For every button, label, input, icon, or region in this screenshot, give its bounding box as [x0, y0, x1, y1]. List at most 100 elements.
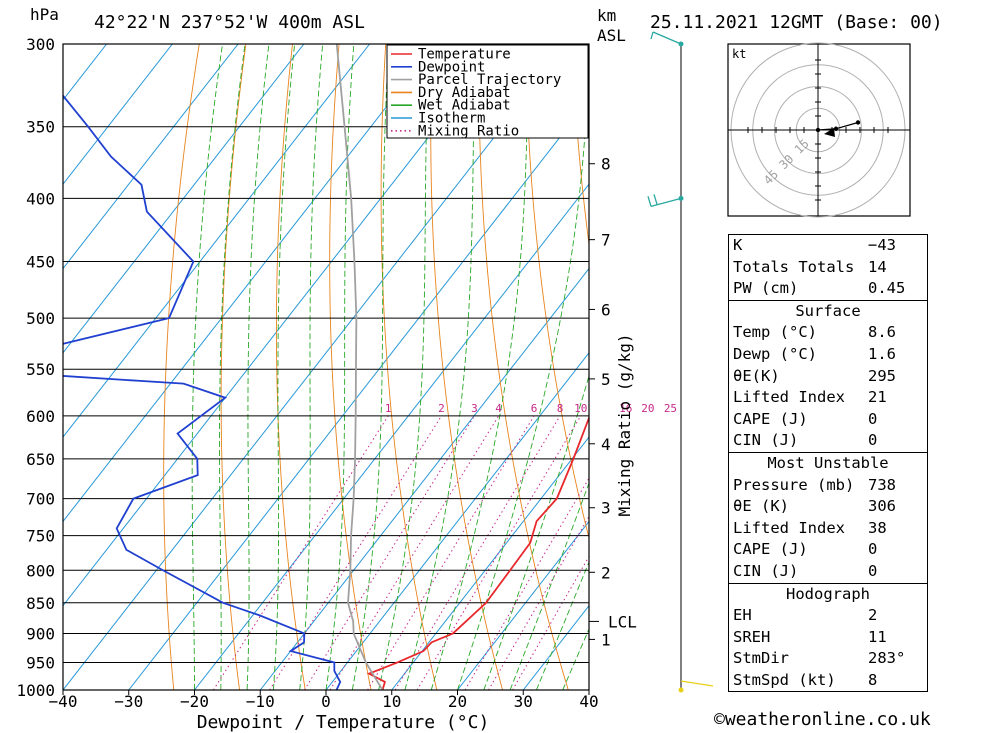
km-tick-label: 4 — [601, 435, 611, 454]
dewpoint-series — [63, 94, 342, 690]
legend-label: Temperature — [418, 47, 511, 63]
legend-label: Dewpoint — [418, 59, 485, 75]
row-label: Dewp (°C) — [733, 344, 817, 363]
mixing-ratio-label: 25 — [664, 402, 677, 415]
row-value: 21 — [868, 388, 887, 407]
hodograph-point — [855, 120, 861, 125]
mixing-ratio-line — [303, 415, 475, 690]
table-row: StmSpd (kt) 8 — [729, 670, 927, 692]
row-value: 306 — [868, 497, 896, 516]
table-row: θE(K) 295 — [729, 366, 927, 388]
row-label: θE (K) — [733, 497, 789, 516]
pressure-tick-label: 450 — [26, 253, 55, 272]
pressure-tick-label: 900 — [26, 624, 55, 643]
row-label: CIN (J) — [733, 431, 799, 450]
row-label: PW (cm) — [733, 279, 799, 298]
hodograph-section: Hodograph EH 2 SREH 11 StmDir 283° StmSpd (kt)… — [729, 582, 927, 692]
pressure-tick-label: 700 — [26, 490, 55, 509]
hodograph-title: Hodograph — [786, 584, 870, 603]
mixing-ratio-label: 8 — [557, 402, 564, 415]
row-label: CAPE (J) — [733, 540, 808, 559]
x-tick-label: −40 — [49, 692, 78, 711]
legend-label: Mixing Ratio — [418, 123, 519, 139]
table-row: StmDir 283° — [729, 648, 927, 670]
dry-adiabat-line — [163, 44, 200, 690]
row-label: CAPE (J) — [733, 409, 808, 428]
mixing-ratio-line — [512, 555, 589, 690]
wind-barb-dot — [678, 687, 684, 693]
mixing-ratio-axis-label: Mixing Ratio (g/kg) — [615, 333, 634, 516]
mixing-ratio-label: 1 — [385, 402, 392, 415]
copyright-footer[interactable]: ©weatheronline.co.uk — [714, 709, 931, 730]
row-value: 0 — [868, 431, 878, 450]
isotherm-line — [391, 436, 589, 690]
dry-adiabat-line — [945, 44, 1000, 690]
legend-label: Parcel Trajectory — [418, 72, 561, 88]
isotherm-line — [259, 267, 589, 690]
x-tick-label: −30 — [114, 692, 143, 711]
isotherm-line — [63, 44, 305, 354]
isotherm-line — [63, 44, 173, 186]
km-tick-label: 6 — [601, 300, 611, 319]
km-tick-label: 1 — [601, 630, 611, 649]
wet-adiabat-line — [272, 44, 296, 690]
table-row: PW (cm) 0.45 — [729, 278, 927, 300]
pressure-tick-label: 650 — [26, 450, 55, 469]
pressure-tick-label: 1000 — [16, 681, 55, 700]
table-row: SREH 11 — [729, 627, 927, 649]
row-label: Lifted Index — [733, 388, 845, 407]
most-unstable-section: Most Unstable Pressure (mb) 738 θE (K) 306 L… — [729, 451, 927, 583]
row-value: 11 — [868, 627, 887, 646]
row-value: 0 — [868, 540, 878, 559]
surface-section: Surface Temp (°C) 8.6 Dewp (°C) 1.6 θE(K) 295… — [729, 299, 927, 452]
storm-motion-marker — [824, 128, 835, 137]
row-label: Pressure (mb) — [733, 475, 855, 494]
x-tick-label: −20 — [180, 692, 209, 711]
row-value: 2 — [868, 606, 878, 625]
row-label: CIN (J) — [733, 561, 799, 580]
hodograph-unit-label: kt — [732, 47, 746, 61]
mixing-ratio-label: 16 — [619, 402, 632, 415]
most-unstable-title: Most Unstable — [767, 453, 889, 472]
dry-adiabat-line — [992, 44, 1000, 690]
table-row: CIN (J) 0 — [729, 430, 927, 452]
table-row: Lifted Index 38 — [729, 518, 927, 540]
km-tick-label: 3 — [601, 499, 611, 518]
legend-label: Dry Adiabat — [418, 85, 511, 101]
wet-adiabat-line — [299, 44, 324, 690]
pressure-tick-label: 400 — [26, 189, 55, 208]
pressure-unit-label: hPa — [30, 5, 59, 24]
x-tick-label: 30 — [514, 692, 533, 711]
row-label: Temp (°C) — [733, 323, 817, 342]
row-label: K — [733, 236, 743, 254]
dry-adiabat-line — [275, 44, 306, 690]
dry-adiabat-line — [571, 44, 589, 248]
hodograph-point — [815, 127, 821, 133]
table-row: Pressure (mb) 738 — [729, 475, 927, 497]
table-row: Totals Totals 14 — [729, 257, 927, 279]
x-tick-label: 0 — [321, 692, 331, 711]
mixing-ratio-line — [416, 415, 582, 690]
row-value: 38 — [868, 518, 887, 537]
datetime-label: 25.11.2021 12GMT (Base: 00) — [650, 12, 943, 33]
km-tick-label: 7 — [601, 231, 611, 250]
row-value: −43 — [868, 236, 896, 254]
wind-barb — [650, 31, 654, 40]
row-label: StmDir — [733, 649, 789, 668]
table-row: EH 2 — [729, 605, 927, 627]
km-tick-label: 8 — [601, 155, 611, 174]
row-value: 0 — [868, 561, 878, 580]
wet-adiabat-line — [378, 44, 430, 690]
lcl-label: LCL — [608, 612, 637, 631]
wet-adiabat-line — [191, 44, 223, 690]
table-row: CIN (J) 0 — [729, 561, 927, 583]
table-row: Dewp (°C) 1.6 — [729, 344, 927, 366]
isotherm-line — [63, 44, 568, 690]
isotherm-line — [63, 44, 371, 438]
pressure-tick-label: 550 — [26, 360, 55, 379]
isotherm-line — [325, 352, 589, 690]
mixing-ratio-label: 20 — [641, 402, 654, 415]
wet-adiabat-line — [457, 53, 589, 690]
row-value: 295 — [868, 366, 896, 385]
table-row: K −43 — [729, 235, 927, 257]
